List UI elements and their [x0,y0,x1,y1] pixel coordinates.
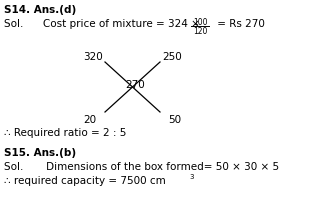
Text: Sol.       Dimensions of the box formed= 50 × 30 × 5: Sol. Dimensions of the box formed= 50 × … [4,162,279,172]
Text: ∴ Required ratio = 2 : 5: ∴ Required ratio = 2 : 5 [4,128,126,138]
Text: 270: 270 [125,80,145,90]
Text: 100: 100 [193,18,207,27]
Text: 320: 320 [83,52,103,62]
Text: 250: 250 [162,52,182,62]
Text: S15. Ans.(b): S15. Ans.(b) [4,148,76,158]
Text: S14. Ans.(d): S14. Ans.(d) [4,5,76,15]
Text: = Rs 270: = Rs 270 [214,19,265,29]
Text: Sol.      Cost price of mixture = 324 ×: Sol. Cost price of mixture = 324 × [4,19,203,29]
Text: 50: 50 [168,115,182,125]
Text: 20: 20 [83,115,96,125]
Text: 120: 120 [193,27,207,36]
Text: 3: 3 [189,174,193,180]
Text: ∴ required capacity = 7500 cm: ∴ required capacity = 7500 cm [4,176,166,186]
